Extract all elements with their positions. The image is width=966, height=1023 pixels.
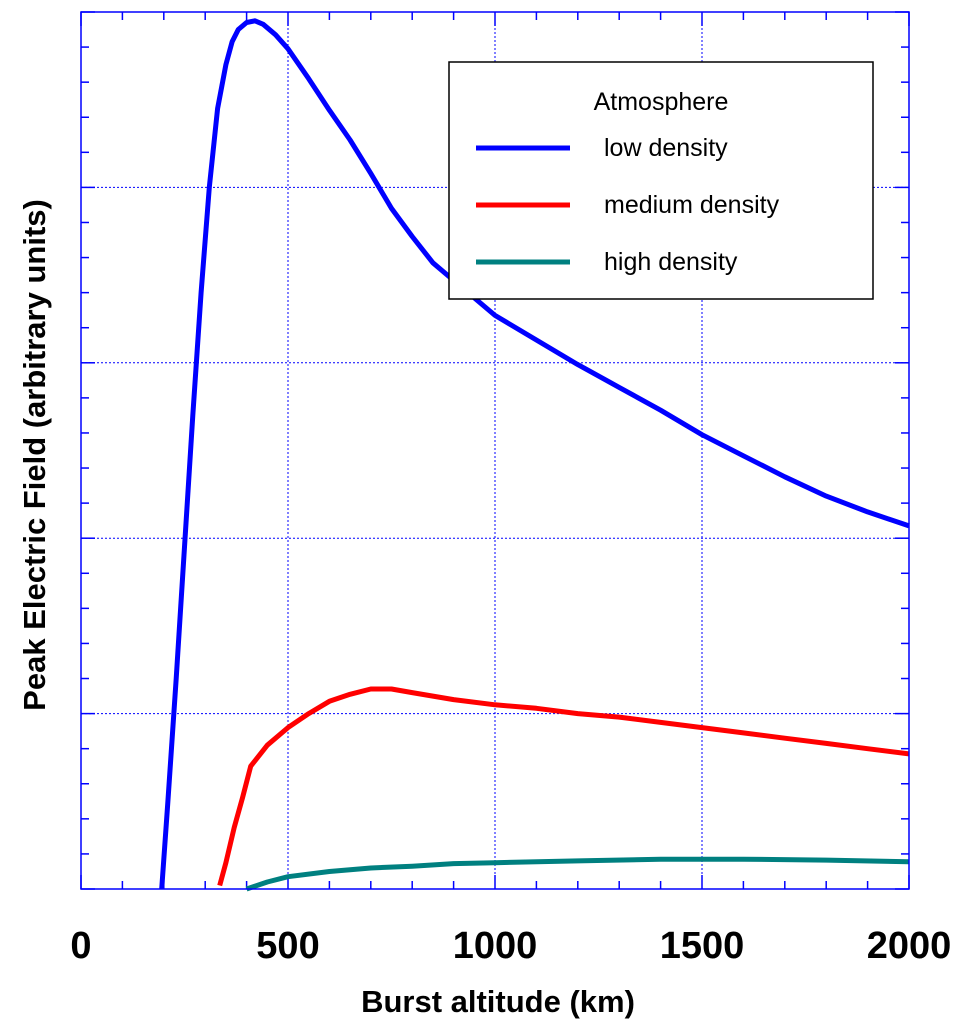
- x-axis-label: Burst altitude (km): [361, 984, 635, 1019]
- series-line-2: [245, 856, 910, 892]
- x-tick-label: 0: [70, 925, 91, 967]
- legend-label-0: low density: [604, 134, 728, 162]
- legend-entries: low density medium density high density: [476, 134, 780, 276]
- legend-label-1: medium density: [604, 191, 780, 219]
- y-axis-label: Peak Electric Field (arbitrary units): [17, 199, 52, 711]
- plot-frame: [80, 11, 910, 890]
- series-lines: [159, 18, 910, 892]
- legend-title: Atmosphere: [594, 88, 729, 116]
- x-tick-label: 500: [256, 925, 319, 967]
- x-tick-label: 1500: [660, 925, 745, 967]
- x-tick-label: 2000: [867, 925, 952, 967]
- x-tick-labels: 0 500 1000 1500 2000: [70, 925, 951, 967]
- legend: Atmosphere low density medium density high…: [448, 61, 874, 300]
- legend-label-2: high density: [604, 248, 738, 276]
- x-tick-label: 1000: [453, 925, 538, 967]
- series-line-1: [217, 686, 910, 887]
- series-line-0: [159, 18, 910, 890]
